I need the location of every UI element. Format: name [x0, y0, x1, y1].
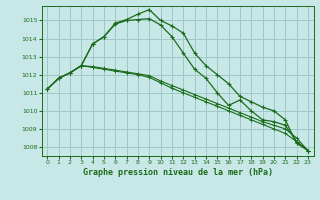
X-axis label: Graphe pression niveau de la mer (hPa): Graphe pression niveau de la mer (hPa) [83, 168, 273, 177]
